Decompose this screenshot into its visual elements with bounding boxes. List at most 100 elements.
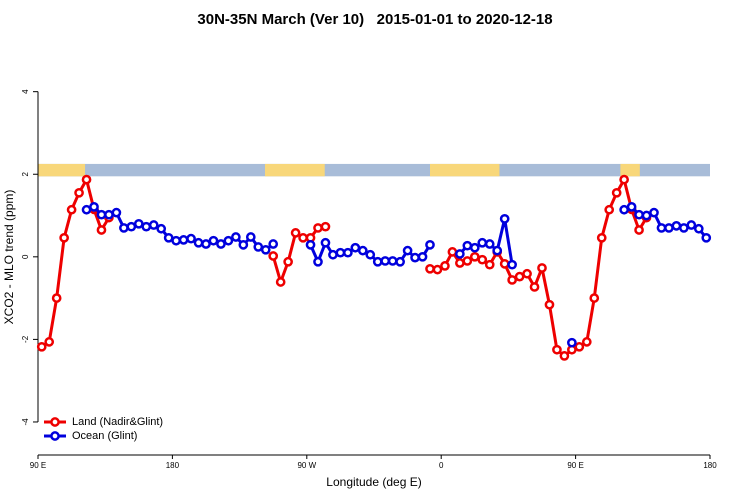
- marker: [432, 264, 443, 275]
- legend-marker: [50, 417, 60, 427]
- marker: [223, 235, 234, 246]
- marker: [96, 209, 107, 220]
- marker: [216, 239, 226, 249]
- marker: [484, 239, 495, 249]
- marker: [178, 235, 189, 245]
- marker: [335, 247, 346, 258]
- marker: [574, 341, 585, 352]
- marker: [44, 337, 55, 347]
- marker: [514, 271, 525, 282]
- marker: [59, 232, 69, 243]
- marker: [544, 299, 555, 310]
- marker: [298, 232, 308, 243]
- marker: [201, 239, 211, 249]
- marker: [679, 223, 689, 233]
- marker: [119, 223, 129, 233]
- marker: [290, 228, 301, 238]
- marker: [320, 221, 331, 232]
- marker: [634, 209, 644, 220]
- marker: [148, 220, 159, 230]
- marker: [581, 337, 592, 347]
- y-tick-label: 0: [21, 254, 30, 259]
- marker: [305, 239, 316, 250]
- marker: [529, 282, 540, 292]
- marker: [268, 239, 279, 249]
- marker: [507, 275, 517, 285]
- marker: [425, 263, 435, 274]
- marker: [656, 223, 667, 233]
- marker: [365, 249, 376, 260]
- y-tick-label: 4: [21, 89, 30, 94]
- land-band: [620, 163, 640, 177]
- marker: [320, 237, 331, 248]
- marker: [283, 256, 293, 267]
- marker: [522, 268, 532, 279]
- marker: [499, 213, 510, 224]
- x-tick-label: 180: [703, 461, 717, 470]
- marker: [66, 204, 77, 215]
- marker: [74, 187, 84, 198]
- marker: [499, 258, 510, 269]
- marker: [410, 252, 420, 263]
- y-tick-label: -4: [21, 418, 30, 426]
- x-tick-label: 90 W: [297, 461, 316, 470]
- x-tick-label: 0: [439, 461, 444, 470]
- land-band: [38, 163, 86, 177]
- series-line: [85, 205, 708, 265]
- marker: [484, 259, 495, 270]
- marker: [619, 204, 629, 215]
- marker: [567, 337, 577, 348]
- x-tick-label: 90 E: [30, 461, 46, 470]
- marker: [313, 223, 323, 233]
- marker: [156, 223, 167, 234]
- marker: [455, 258, 465, 268]
- marker: [89, 202, 99, 212]
- x-axis-label: Longitude (deg E): [326, 475, 421, 489]
- legend-label: Ocean (Glint): [72, 430, 137, 442]
- marker: [141, 221, 152, 232]
- marker: [51, 293, 62, 303]
- marker: [455, 249, 465, 259]
- marker: [238, 239, 249, 250]
- marker: [313, 256, 323, 267]
- marker: [641, 210, 652, 221]
- ocean-band: [38, 163, 710, 177]
- marker: [395, 256, 405, 267]
- land-band: [430, 163, 500, 177]
- marker: [268, 251, 279, 261]
- marker: [440, 261, 450, 271]
- marker: [626, 202, 637, 212]
- marker: [81, 204, 92, 215]
- marker: [552, 344, 562, 355]
- marker: [425, 239, 435, 250]
- marker: [589, 293, 600, 303]
- marker: [559, 351, 570, 361]
- legend-label: Land (Nadir&Glint): [72, 416, 163, 428]
- marker: [611, 187, 622, 198]
- marker: [372, 256, 383, 267]
- marker: [253, 242, 264, 252]
- x-tick-label: 90 E: [567, 461, 583, 470]
- marker: [469, 251, 480, 262]
- marker: [492, 245, 503, 256]
- marker: [686, 220, 697, 230]
- marker: [619, 174, 629, 185]
- x-tick-label: 180: [166, 461, 180, 470]
- marker: [469, 242, 480, 253]
- marker: [343, 247, 353, 258]
- marker: [604, 204, 615, 215]
- marker: [104, 209, 114, 220]
- marker: [357, 245, 368, 256]
- marker: [163, 232, 174, 243]
- marker: [387, 256, 398, 266]
- marker: [462, 240, 473, 251]
- marker: [260, 244, 271, 255]
- marker: [447, 247, 458, 257]
- marker: [649, 207, 659, 218]
- marker: [171, 235, 181, 246]
- marker: [693, 223, 704, 234]
- marker: [186, 233, 196, 244]
- marker: [245, 232, 256, 242]
- marker: [402, 245, 413, 256]
- marker: [133, 218, 144, 229]
